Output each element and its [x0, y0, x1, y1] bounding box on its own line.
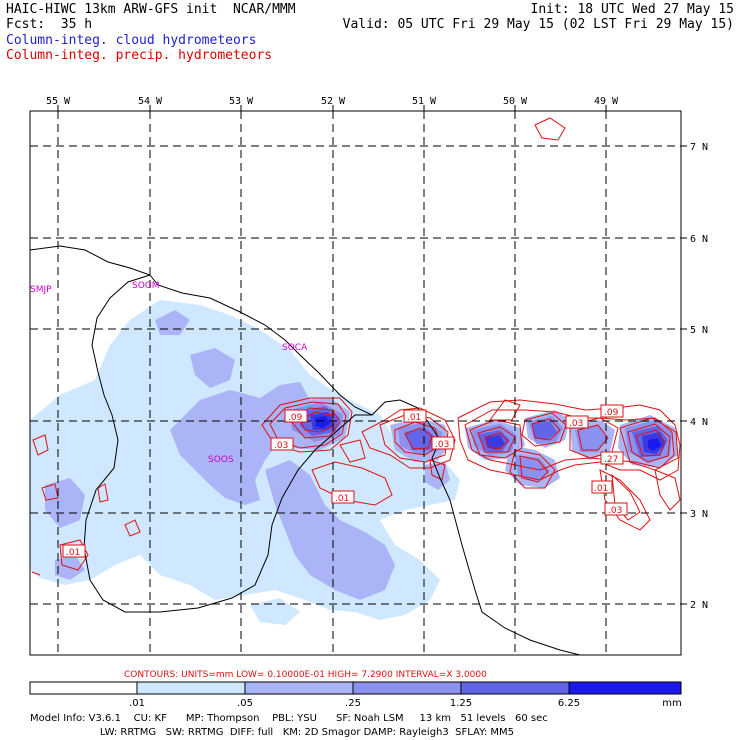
forecast-hour: Fcst: 35 h — [6, 17, 93, 32]
map-panel — [30, 111, 681, 655]
model-info-line-1: Model Info: V3.6.1 CU: KF MP: Thompson P… — [30, 713, 548, 724]
contour-label: .09 — [604, 408, 619, 418]
lat-label: 5 N — [690, 325, 708, 336]
scale-label: .01 — [129, 698, 145, 709]
valid-time: Valid: 05 UTC Fri 29 May 15 (02 LST Fri … — [342, 17, 734, 32]
contour-label: .03 — [435, 440, 449, 450]
contour-label: .03 — [608, 506, 622, 516]
scale-label: 1.25 — [450, 698, 472, 709]
longitude-labels: 55 W 54 W 53 W 52 W 51 W 50 W 49 W — [46, 96, 619, 107]
lat-lon-grid — [30, 111, 681, 655]
cloud-field-label: Column-integ. cloud hydrometeors — [6, 33, 257, 48]
cloud-fill-level-6 — [315, 416, 661, 451]
lon-label: 53 W — [229, 96, 254, 107]
contour-label: .09 — [288, 413, 303, 423]
station-soos: SOOS — [208, 455, 234, 465]
precip-contours — [31, 117, 681, 576]
lon-label: 50 W — [503, 96, 528, 107]
station-soca: SOCA — [282, 343, 308, 353]
contour-label: .27 — [604, 455, 618, 465]
station-sogm: SOGM — [132, 281, 160, 291]
precip-field-label: Column-integ. precip. hydrometeors — [6, 48, 273, 63]
lon-label: 49 W — [594, 96, 619, 107]
lat-label: 4 N — [690, 417, 708, 428]
contour-value-labels: .09 .03 .01 .03 .03 .09 .27 .01 .03 .01 … — [62, 404, 628, 558]
run-title: HAIC-HIWC 13km ARW-GFS init NCAR/MMM — [6, 2, 296, 17]
scale-units: mm — [662, 698, 681, 709]
lat-label: 7 N — [690, 142, 708, 153]
contour-label: .01 — [66, 548, 80, 558]
coastlines — [30, 245, 581, 655]
contour-label: .01 — [407, 413, 421, 423]
contour-label: .01 — [335, 494, 349, 504]
scale-label: 6.25 — [558, 698, 580, 709]
station-labels: SMJP SOGM SOCA SOOS — [30, 281, 308, 465]
lon-label: 52 W — [321, 96, 346, 107]
lat-label: 3 N — [690, 509, 708, 520]
scale-label: .05 — [237, 698, 253, 709]
model-info-line-2: LW: RRTMG SW: RRTMG DIFF: full KM: 2D Sm… — [30, 727, 514, 738]
scale-labels: .01 .05 .25 1.25 6.25 mm — [129, 698, 682, 709]
lon-label: 55 W — [46, 96, 71, 107]
color-scale-bar — [29, 681, 682, 695]
latitude-labels: 7 N 6 N 5 N 4 N 3 N 2 N — [690, 142, 708, 611]
init-time: Init: 18 UTC Wed 27 May 15 — [530, 2, 735, 17]
contour-label: .03 — [569, 419, 583, 429]
contour-label: .03 — [274, 441, 288, 451]
map-frame — [29, 110, 682, 656]
lon-label: 54 W — [138, 96, 163, 107]
lon-label: 51 W — [412, 96, 437, 107]
contour-label: .01 — [594, 484, 608, 494]
lat-label: 6 N — [690, 234, 708, 245]
lat-label: 2 N — [690, 600, 708, 611]
axis-ticks — [57, 105, 687, 605]
contours-info: CONTOURS: UNITS=mm LOW= 0.10000E-01 HIGH… — [124, 670, 487, 680]
station-smjp: SMJP — [30, 285, 52, 295]
scale-label: .25 — [345, 698, 361, 709]
